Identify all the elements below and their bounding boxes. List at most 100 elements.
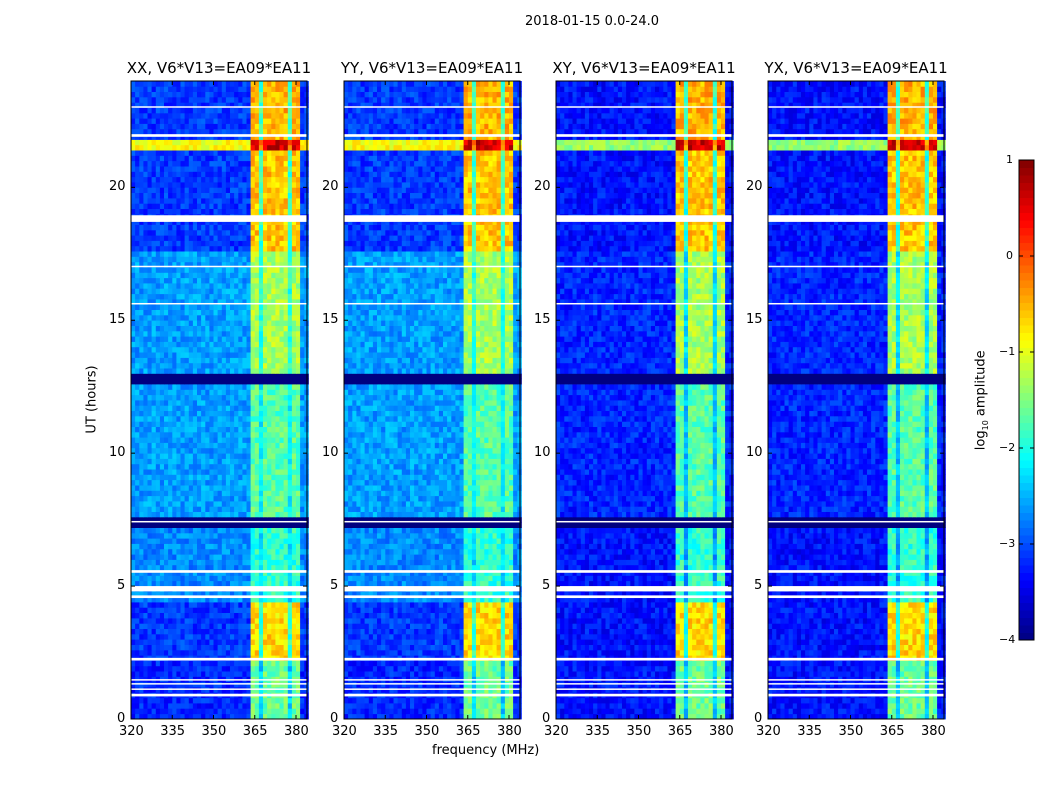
heatmap-cell xyxy=(246,660,251,667)
heatmap-cell xyxy=(221,224,227,231)
heatmap-cell xyxy=(205,378,210,385)
heatmap-cell xyxy=(143,283,148,289)
heatmap-cell xyxy=(147,564,152,571)
heatmap-cell xyxy=(275,187,280,193)
heatmap-cell xyxy=(176,112,181,119)
heatmap-cell xyxy=(176,330,181,337)
heatmap-cell xyxy=(242,532,247,539)
heatmap-cell xyxy=(143,703,148,709)
heatmap-cell xyxy=(263,235,268,241)
heatmap-cell xyxy=(164,543,169,550)
heatmap-cell xyxy=(250,203,256,209)
heatmap-cell xyxy=(159,203,165,209)
heatmap-cell xyxy=(275,288,280,295)
heatmap-cell xyxy=(213,681,218,688)
heatmap-cell xyxy=(287,501,293,507)
heatmap-cell xyxy=(164,532,169,539)
heatmap-cell xyxy=(139,591,144,598)
heatmap-cell xyxy=(213,128,218,135)
heatmap-cell xyxy=(271,192,276,199)
heatmap-cell xyxy=(205,176,210,183)
heatmap-cell xyxy=(159,235,165,241)
heatmap-cell xyxy=(164,474,169,481)
heatmap-cell xyxy=(131,485,136,491)
heatmap-cell xyxy=(131,182,136,188)
heatmap-cell xyxy=(131,713,136,720)
figure-title: 2018-01-15 0.0-24.0 xyxy=(525,14,659,29)
heatmap-cell xyxy=(291,713,297,720)
heatmap-cell xyxy=(296,400,301,406)
heatmap-cell xyxy=(131,644,136,651)
heatmap-cell xyxy=(151,490,157,497)
heatmap-cell xyxy=(291,405,297,411)
heatmap-cell xyxy=(279,384,284,390)
heatmap-cell xyxy=(275,112,280,119)
heatmap-cell xyxy=(180,511,185,518)
heatmap-cell xyxy=(296,373,301,380)
heatmap-cell xyxy=(246,416,251,422)
heatmap-cell xyxy=(242,564,247,571)
heatmap-cell xyxy=(291,671,297,677)
heatmap-cell xyxy=(213,362,218,369)
heatmap-cell xyxy=(225,357,231,364)
heatmap-cell xyxy=(221,198,227,204)
heatmap-cell xyxy=(180,416,185,422)
heatmap-cell xyxy=(159,612,165,619)
heatmap-cell xyxy=(287,628,293,635)
heatmap-cell xyxy=(300,421,305,427)
heatmap-cell xyxy=(201,618,206,624)
heatmap-cell xyxy=(279,421,284,427)
heatmap-cell xyxy=(296,453,301,459)
heatmap-cell xyxy=(143,112,148,119)
heatmap-cell xyxy=(192,453,198,459)
heatmap-cell xyxy=(168,644,173,651)
heatmap-cell xyxy=(188,570,194,576)
heatmap-cell xyxy=(217,591,223,598)
heatmap-cell xyxy=(188,394,194,401)
heatmap-cell xyxy=(230,607,235,613)
heatmap-cell xyxy=(230,123,235,130)
heatmap-cell xyxy=(267,330,272,337)
heatmap-cell xyxy=(250,527,256,534)
heatmap-cell xyxy=(139,485,144,491)
heatmap-cell xyxy=(267,336,272,342)
heatmap-cell xyxy=(300,203,305,209)
heatmap-cell xyxy=(271,368,276,374)
heatmap-cell xyxy=(176,607,181,613)
heatmap-cell xyxy=(275,224,280,231)
heatmap-cell xyxy=(172,410,177,417)
heatmap-cell xyxy=(188,554,194,560)
heatmap-cell xyxy=(184,208,190,215)
heatmap-cell xyxy=(135,304,140,310)
heatmap-cell xyxy=(287,596,293,603)
heatmap-cell xyxy=(271,235,276,241)
heatmap-cell xyxy=(184,277,190,284)
heatmap-cell xyxy=(213,283,218,289)
heatmap-cell xyxy=(279,187,284,193)
heatmap-cell xyxy=(192,150,198,156)
heatmap-cell xyxy=(201,325,206,332)
heatmap-cell xyxy=(242,384,247,390)
heatmap-cell xyxy=(151,346,157,353)
heatmap-cell xyxy=(242,623,247,629)
heatmap-cell xyxy=(164,596,169,603)
heatmap-cell xyxy=(230,697,235,704)
heatmap-cell xyxy=(267,570,272,576)
heatmap-cell xyxy=(296,479,301,486)
heatmap-cell xyxy=(271,144,276,151)
heatmap-cell xyxy=(155,681,161,688)
heatmap-cell xyxy=(275,437,280,443)
heatmap-cell xyxy=(267,564,272,571)
heatmap-cell xyxy=(209,554,214,560)
heatmap-cell xyxy=(151,554,157,560)
heatmap-cell xyxy=(188,229,194,236)
heatmap-cell xyxy=(238,309,243,316)
heatmap-cell xyxy=(225,527,231,534)
heatmap-cell xyxy=(300,309,305,316)
heatmap-cell xyxy=(287,325,293,332)
heatmap-cell xyxy=(168,229,173,236)
heatmap-cell xyxy=(164,708,169,715)
heatmap-cell xyxy=(184,708,190,715)
heatmap-cell xyxy=(176,543,181,550)
heatmap-cell xyxy=(267,596,272,603)
